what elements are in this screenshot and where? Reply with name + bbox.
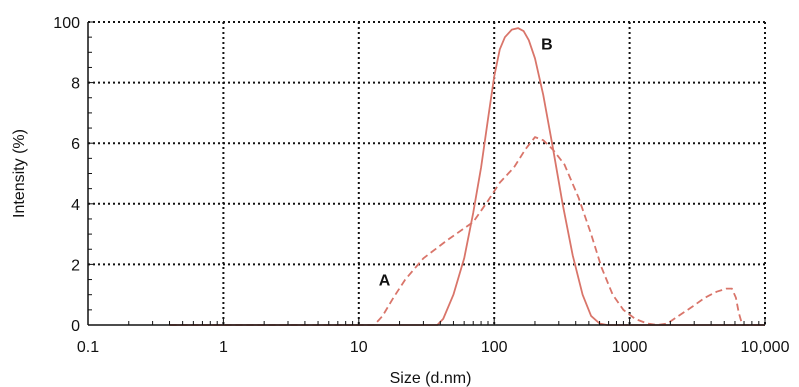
grid: [88, 21, 766, 325]
series-layer: [169, 27, 765, 326]
y-tick-label: 2: [71, 257, 80, 274]
series-label-b: B: [541, 36, 553, 53]
series-label-a: A: [379, 273, 391, 290]
x-tick-label: 10: [350, 339, 368, 356]
x-tick-label: 10,000: [741, 339, 790, 356]
axes: [87, 21, 766, 326]
y-tick-label: 4: [71, 197, 80, 214]
y-axis-title: Intensity (%): [11, 129, 28, 218]
labels: 0.1 1 10 100 1000 10,000 0 2 4 6 8 100 Size (d.nm) In…: [11, 15, 790, 387]
y-tick-label: 0: [71, 318, 80, 335]
x-tick-label: 0.1: [77, 339, 99, 356]
y-tick-label: 8: [71, 76, 80, 93]
y-tick-label: 100: [53, 15, 80, 32]
y-tick-label: 6: [71, 136, 80, 153]
x-axis-title: Size (d.nm): [390, 370, 472, 387]
x-tick-label: 1000: [612, 339, 648, 356]
series-line-b: [169, 27, 765, 326]
x-tick-label: 100: [481, 339, 508, 356]
series-line-a: [169, 136, 765, 326]
x-tick-label: 1: [219, 339, 228, 356]
